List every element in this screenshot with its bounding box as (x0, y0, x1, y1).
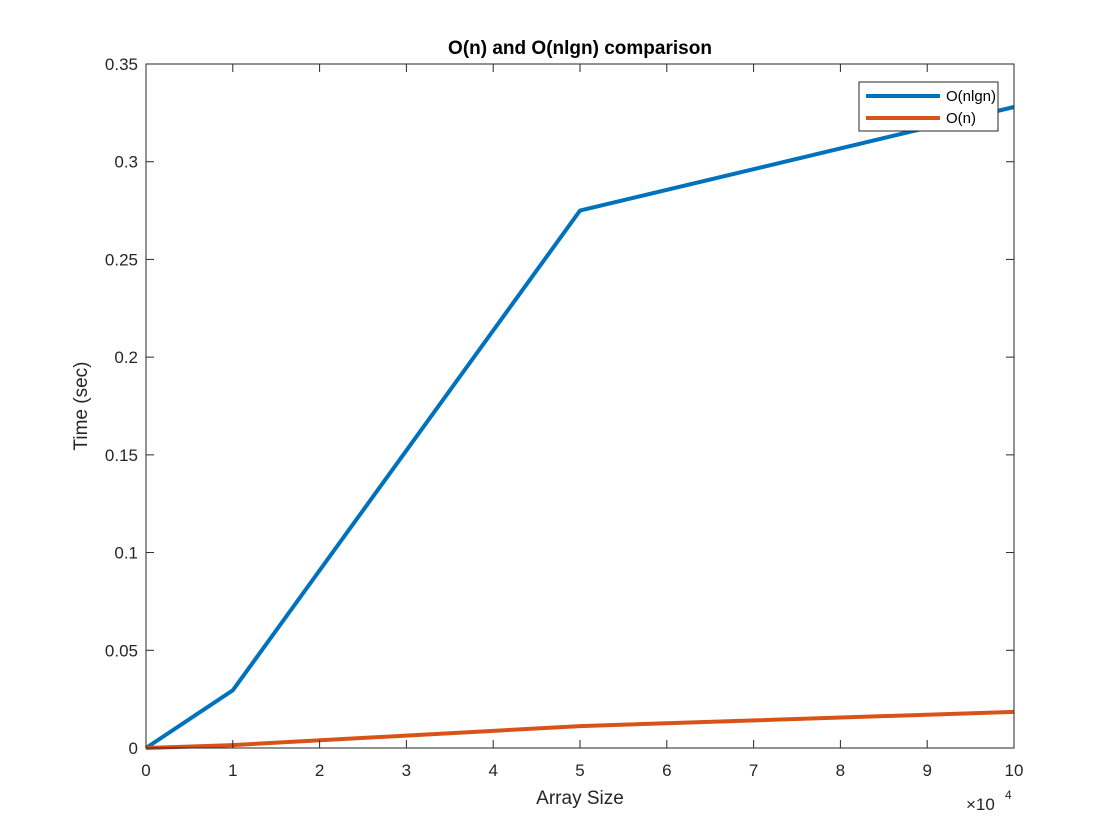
x-tick-label: 3 (402, 761, 411, 780)
y-tick-labels: 0 0.05 0.1 0.15 0.2 0.25 0.3 0.35 (105, 55, 138, 758)
x-tick-label: 1 (228, 761, 237, 780)
legend-label-0: O(nlgn) (946, 88, 996, 105)
y-tick-label: 0.3 (114, 153, 138, 172)
series-line-1 (145, 709, 1015, 750)
x-tick-labels: 0 1 2 3 4 5 6 7 8 9 10 (141, 761, 1023, 780)
y-tick-label: 0.2 (114, 348, 138, 367)
x-tick-label: 5 (575, 761, 584, 780)
y-axis-title: Time (sec) (71, 361, 92, 450)
x-tick-label: 0 (141, 761, 150, 780)
y-tick-label: 0.35 (105, 55, 138, 74)
x-tick-label: 10 (1005, 761, 1024, 780)
x-axis-title: Array Size (536, 788, 624, 809)
x-tick-label: 6 (662, 761, 671, 780)
legend-label-1: O(n) (946, 110, 976, 127)
x-exponent-label: ×10 4 (966, 788, 1012, 814)
plot-area (146, 64, 1014, 748)
chart-title: O(n) and O(nlgn) comparison (448, 38, 712, 59)
y-tick-label: 0.25 (105, 250, 138, 269)
x-tick-label: 7 (749, 761, 758, 780)
y-tick-label: 0.1 (114, 544, 138, 563)
y-tick-label: 0.05 (105, 641, 138, 660)
series-lines (144, 105, 1015, 750)
legend: O(nlgn) O(n) (858, 81, 999, 132)
x-exponent-power: 4 (1005, 788, 1012, 802)
series-line-0 (144, 105, 1015, 750)
x-exponent-base: ×10 (966, 795, 995, 814)
x-tick-label: 8 (836, 761, 845, 780)
x-tick-label: 2 (315, 761, 324, 780)
axis-ticks (145, 63, 1015, 749)
y-tick-label: 0 (129, 739, 138, 758)
x-tick-label: 9 (922, 761, 931, 780)
legend-box (858, 81, 999, 132)
y-tick-label: 0.15 (105, 446, 138, 465)
x-tick-label: 4 (488, 761, 497, 780)
